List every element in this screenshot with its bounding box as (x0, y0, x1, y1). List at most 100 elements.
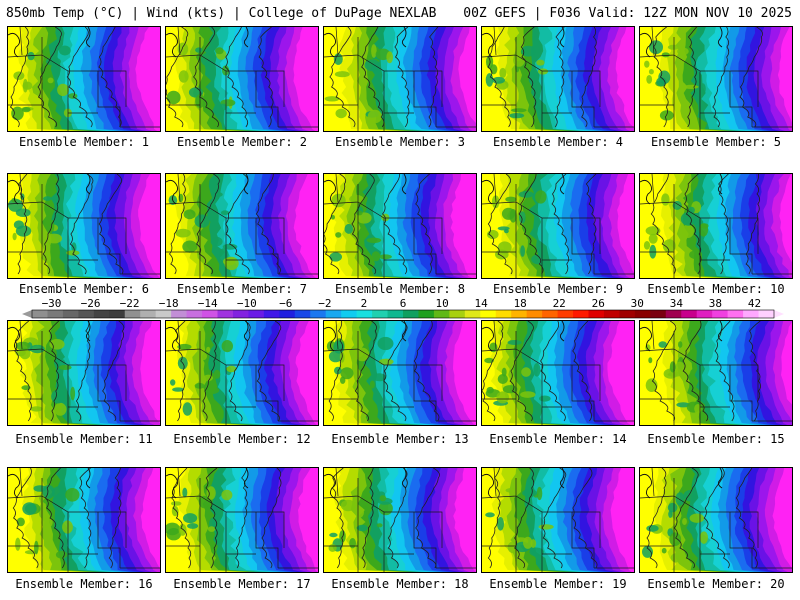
ensemble-member-label: Ensemble Member: 16 (15, 577, 153, 591)
colorbar-segment (495, 310, 512, 318)
colorbar-tick-label: 2 (360, 297, 368, 310)
colorbar-segment (47, 310, 64, 318)
colorbar-tick-label: −14 (197, 297, 218, 310)
ensemble-member-label: Ensemble Member: 14 (489, 432, 627, 446)
colorbar-segment (32, 310, 48, 318)
run-info: 00Z GEFS | F036 Valid: 12Z MON NOV 10 20… (463, 6, 792, 21)
ensemble-member-map (639, 26, 793, 132)
ensemble-member-map (639, 173, 793, 279)
ensemble-member-label: Ensemble Member: 19 (489, 577, 627, 591)
colorbar-segment (310, 310, 327, 318)
ensemble-member-label: Ensemble Member: 8 (334, 282, 466, 296)
ensemble-member-label: Ensemble Member: 15 (647, 432, 785, 446)
colorbar-segment (727, 310, 744, 318)
colorbar-tick-label: 6 (399, 297, 407, 310)
ensemble-member-map (165, 26, 319, 132)
colorbar-segment (279, 310, 296, 318)
colorbar-tick-label: 22 (552, 297, 566, 310)
colorbar-segment (712, 310, 729, 318)
colorbar-segment (526, 310, 543, 318)
colorbar-outline (31, 309, 775, 319)
colorbar-tick-label: 42 (747, 297, 762, 310)
colorbar-segment (217, 310, 234, 318)
colorbar-segment (557, 310, 574, 318)
colorbar-segment (573, 310, 589, 318)
ensemble-member-map (323, 26, 477, 132)
colorbar-segment (480, 310, 497, 318)
colorbar-segment (696, 310, 713, 318)
ensemble-member-map (323, 320, 477, 426)
colorbar-segment (294, 310, 311, 318)
ensemble-member-label: Ensemble Member: 11 (15, 432, 153, 446)
colorbar-tick-label: −26 (80, 297, 101, 310)
colorbar-segment (665, 310, 682, 318)
ensemble-member-label: Ensemble Member: 1 (18, 135, 150, 149)
ensemble-member-label: Ensemble Member: 18 (331, 577, 469, 591)
colorbar-high-arrow (774, 310, 784, 318)
colorbar-segment (202, 310, 218, 318)
colorbar-segment (464, 310, 481, 318)
ensemble-member-map (323, 467, 477, 573)
ensemble-member-map (165, 173, 319, 279)
ensemble-member-map (639, 467, 793, 573)
colorbar-tick-label: −6 (279, 297, 293, 310)
colorbar-segment (418, 310, 435, 318)
ensemble-member-label: Ensemble Member: 17 (173, 577, 311, 591)
colorbar-segment (62, 310, 79, 318)
colorbar-tick-label: −22 (119, 297, 140, 310)
colorbar-segment (372, 310, 389, 318)
ensemble-member-map (481, 467, 635, 573)
colorbar-segment (171, 310, 188, 318)
colorbar-segment (588, 310, 605, 318)
ensemble-member-label: Ensemble Member: 7 (176, 282, 308, 296)
colorbar-segment (387, 310, 404, 318)
colorbar-tick-label: −2 (318, 297, 332, 310)
colorbar-tick-label: −10 (236, 297, 257, 310)
colorbar (22, 309, 784, 319)
colorbar-segment (263, 310, 280, 318)
ensemble-member-map (323, 173, 477, 279)
colorbar-segment (403, 310, 419, 318)
colorbar-segment (433, 310, 450, 318)
chart-title: 850mb Temp (°C) | Wind (kts) | College o… (6, 6, 437, 21)
ensemble-member-label: Ensemble Member: 13 (331, 432, 469, 446)
colorbar-tick-label: 18 (513, 297, 527, 310)
colorbar-segment (681, 310, 698, 318)
colorbar-segment (758, 310, 775, 318)
colorbar-tick-label: −30 (41, 297, 62, 310)
ensemble-member-map (165, 320, 319, 426)
colorbar-segment (542, 310, 559, 318)
ensemble-member-map (481, 26, 635, 132)
ensemble-member-map (7, 26, 161, 132)
ensemble-member-label: Ensemble Member: 9 (492, 282, 624, 296)
ensemble-member-label: Ensemble Member: 5 (650, 135, 782, 149)
colorbar-segment (511, 310, 528, 318)
colorbar-segment (449, 310, 466, 318)
colorbar-tick-label: 14 (474, 297, 488, 310)
colorbar-tick-label: −18 (158, 297, 179, 310)
colorbar-tick-label: 34 (669, 297, 684, 310)
colorbar-segment (603, 310, 620, 318)
ensemble-member-map (7, 320, 161, 426)
colorbar-segment (109, 310, 126, 318)
colorbar-segment (341, 310, 358, 318)
ensemble-member-label: Ensemble Member: 12 (173, 432, 311, 446)
colorbar-segment (248, 310, 265, 318)
ensemble-member-map (165, 467, 319, 573)
colorbar-segment (743, 310, 760, 318)
colorbar-segment (619, 310, 636, 318)
colorbar-segment (124, 310, 141, 318)
ensemble-member-map (481, 173, 635, 279)
ensemble-member-map (7, 467, 161, 573)
ensemble-member-label: Ensemble Member: 6 (18, 282, 150, 296)
colorbar-segment (186, 310, 203, 318)
colorbar-segment (650, 310, 667, 318)
ensemble-member-label: Ensemble Member: 4 (492, 135, 624, 149)
colorbar-segment (155, 310, 172, 318)
colorbar-low-arrow (22, 310, 32, 318)
colorbar-segment (140, 310, 157, 318)
ensemble-member-label: Ensemble Member: 10 (647, 282, 785, 296)
colorbar-tick-label: 26 (591, 297, 605, 310)
colorbar-tick-label: 30 (630, 297, 644, 310)
ensemble-member-label: Ensemble Member: 20 (647, 577, 785, 591)
